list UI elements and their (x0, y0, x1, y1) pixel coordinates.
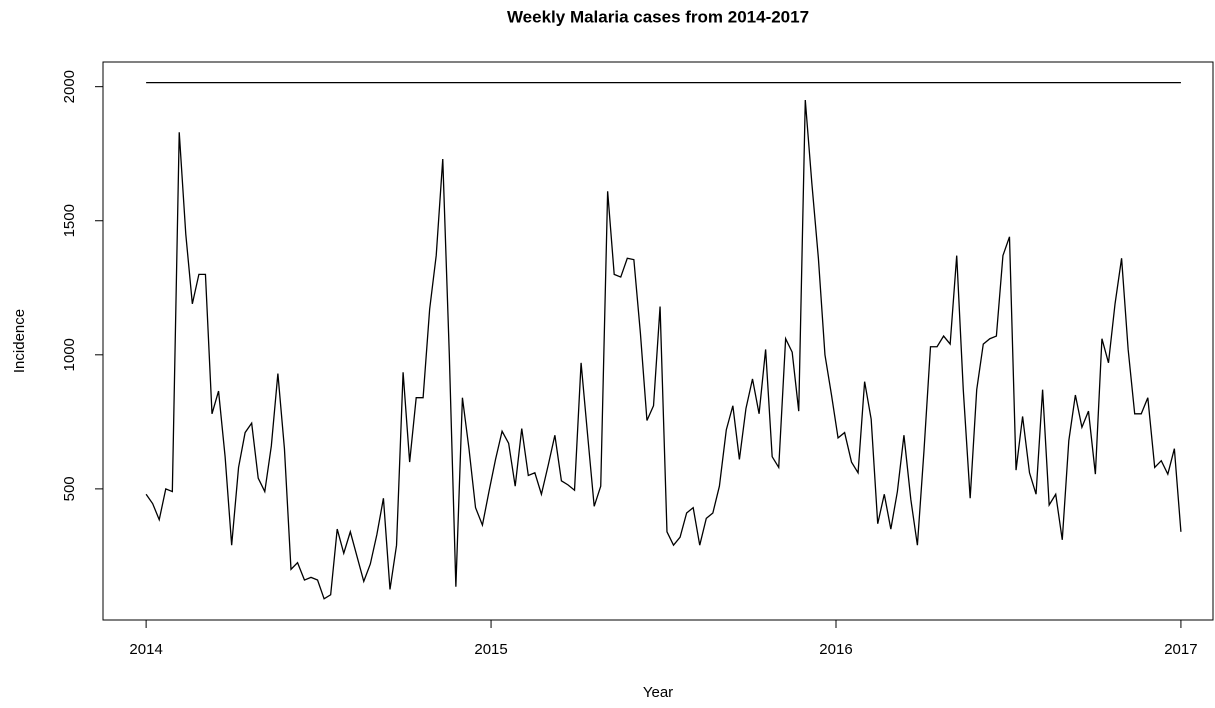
chart-title: Weekly Malaria cases from 2014-2017 (507, 7, 809, 26)
y-axis-label: Incidence (11, 309, 28, 373)
x-tick-label: 2016 (819, 641, 852, 658)
x-axis-label: Year (643, 684, 673, 701)
y-tick-label: 1500 (61, 204, 78, 237)
x-tick-label: 2014 (129, 641, 162, 658)
x-tick-label: 2017 (1164, 641, 1197, 658)
plot-frame (102, 61, 1214, 621)
y-tick-label: 500 (61, 476, 78, 501)
y-tick-label: 1000 (61, 338, 78, 371)
y-tick-label: 2000 (61, 70, 78, 103)
x-tick-label: 2015 (474, 641, 507, 658)
series-line (145, 100, 1182, 600)
